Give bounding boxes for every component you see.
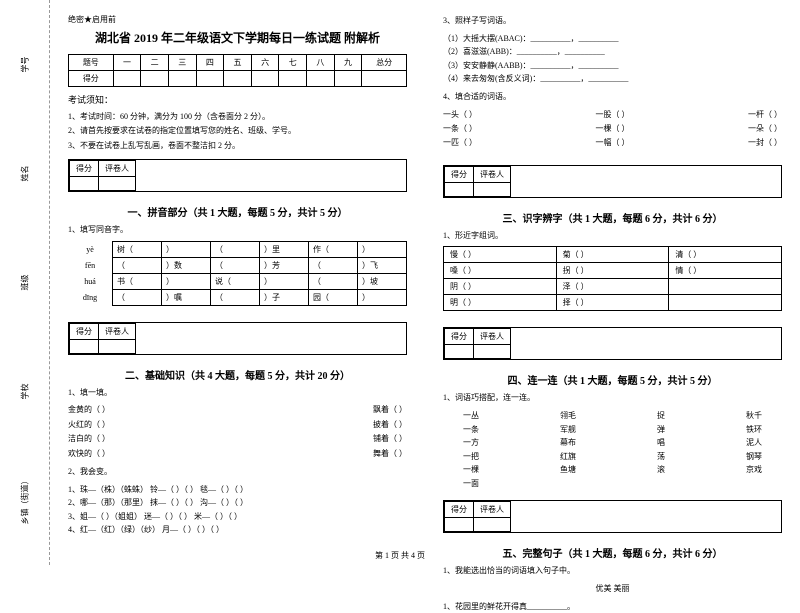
score-h-7: 七 xyxy=(279,55,307,71)
score-h-9: 九 xyxy=(334,55,362,71)
score-h-1: 一 xyxy=(113,55,141,71)
score-table: 题号 一 二 三 四 五 六 七 八 九 总分 得分 xyxy=(68,54,407,87)
margin-field-2: 班级 xyxy=(19,275,30,291)
sec2-q1-block: 金黄的（ ）飘着（ ） 火红的（ ）披着（ ） 洁白的（ ）铺着（ ） 欢快的（… xyxy=(68,403,407,461)
sec3-table: 慢（ ）菊（ ）清（ ） 嗓（ ）拐（ ）情（ ） 阴（ ）泽（ ） 明（ ）择… xyxy=(443,246,782,311)
py-3: dīng xyxy=(68,289,113,305)
score-h-8: 八 xyxy=(307,55,335,71)
sec4-q: 1、词语巧搭配，连一连。 xyxy=(443,391,782,405)
sec2-q2: 2、我会变。 xyxy=(68,465,407,479)
notes-title: 考试须知： xyxy=(68,93,407,106)
scorer-l2: 评卷人 xyxy=(99,161,136,177)
sec2b-q3-block: （1）大摇大摆(ABAC)：__________，__________ （2）喜… xyxy=(443,32,782,86)
scorer-box-5: 得分评卷人 xyxy=(443,500,782,533)
margin-field-1: 学校 xyxy=(19,384,30,400)
sec2-title: 二、基础知识（共 4 大题，每题 5 分，共计 20 分） xyxy=(68,367,407,382)
sec3-q: 1、形近字组词。 xyxy=(443,229,782,243)
binding-margin: 学号 姓名 班级 学校 乡镇（街道） xyxy=(0,0,50,565)
note-2: 2、请首先按要求在试卷的指定位置填写您的姓名、班级、学号。 xyxy=(68,124,407,138)
sec1-title: 一、拼音部分（共 1 大题，每题 5 分，共计 5 分） xyxy=(68,204,407,219)
score-h-6: 六 xyxy=(251,55,279,71)
sec3-title: 三、识字辨字（共 1 大题，每题 6 分，共计 6 分） xyxy=(443,210,782,225)
sec5-words: 优美 美丽 xyxy=(443,582,782,596)
sec2b-q3: 3、照样子写词语。 xyxy=(443,14,782,28)
sec2-q2-block: 1、珠—（株）（蛛蛛） 铃—（ ）（ ） 毯—（ ）（ ） 2、哪—（那）（那里… xyxy=(68,483,407,537)
score-v-label: 得分 xyxy=(69,71,114,87)
sec4-title: 四、连一连（共 1 大题，每题 5 分，共计 5 分） xyxy=(443,372,782,387)
py-2: huá xyxy=(68,273,113,289)
classification-label: 绝密★启用前 xyxy=(68,14,407,25)
scorer-box-4: 得分评卷人 xyxy=(443,327,782,360)
note-1: 1、考试时间：60 分钟，满分为 100 分（含卷面分 2 分）。 xyxy=(68,110,407,124)
margin-field-3: 姓名 xyxy=(19,166,30,182)
py-1: fēn xyxy=(68,257,113,273)
score-h-0: 题号 xyxy=(69,55,114,71)
sec4-match: 一丛翎毛捉秋千 一条军舰弹铁环 一方幕布唱泥人 一把红旗荡钢琴 一棵鱼塘滚京戏 … xyxy=(443,409,782,491)
notes-block: 1、考试时间：60 分钟，满分为 100 分（含卷面分 2 分）。 2、请首先按… xyxy=(68,110,407,153)
exam-title: 湖北省 2019 年二年级语文下学期每日一练试题 附解析 xyxy=(68,29,407,46)
note-3: 3、不要在试卷上乱写乱画，卷面不整洁扣 2 分。 xyxy=(68,139,407,153)
py-0: yè xyxy=(68,241,113,257)
page-root: 学号 姓名 班级 学校 乡镇（街道） 绝密★启用前 湖北省 2019 年二年级语… xyxy=(0,0,800,565)
sec2b-q4: 4、填合适的词语。 xyxy=(443,90,782,104)
score-h-3: 三 xyxy=(168,55,196,71)
scorer-box-2: 得分评卷人 xyxy=(68,322,407,355)
left-column: 绝密★启用前 湖北省 2019 年二年级语文下学期每日一练试题 附解析 题号 一… xyxy=(50,0,425,565)
margin-field-4: 学号 xyxy=(19,57,30,73)
sec5-sentence: 1、花园里的鲜花开得真__________。 xyxy=(443,600,782,613)
score-h-5: 五 xyxy=(224,55,252,71)
score-value-row: 得分 xyxy=(69,71,407,87)
sec5-q: 1、我能选出恰当的词语填入句子中。 xyxy=(443,564,782,578)
sec1-q: 1、填写同音字。 xyxy=(68,223,407,237)
score-h-2: 二 xyxy=(141,55,169,71)
score-header-row: 题号 一 二 三 四 五 六 七 八 九 总分 xyxy=(69,55,407,71)
score-h-4: 四 xyxy=(196,55,224,71)
score-h-10: 总分 xyxy=(362,55,407,71)
sec2b-q4-block: 一头（ ）一股（ ）一杆（ ） 一条（ ）一棵（ ）一朵（ ） 一匹（ ）一幅（… xyxy=(443,108,782,151)
right-column: 3、照样子写词语。 （1）大摇大摆(ABAC)：__________，_____… xyxy=(425,0,800,565)
page-number: 第 1 页 共 4 页 xyxy=(0,550,800,561)
sec2-q1: 1、填一填。 xyxy=(68,386,407,400)
pinyin-table: yè 树（） （）里 作（） fēn （）数 （）芳 （）飞 huá 书（） 说… xyxy=(68,241,407,306)
margin-field-0: 乡镇（街道） xyxy=(19,477,30,525)
scorer-l1: 得分 xyxy=(70,161,99,177)
scorer-box-1: 得分评卷人 xyxy=(68,159,407,192)
scorer-box-3: 得分评卷人 xyxy=(443,165,782,198)
